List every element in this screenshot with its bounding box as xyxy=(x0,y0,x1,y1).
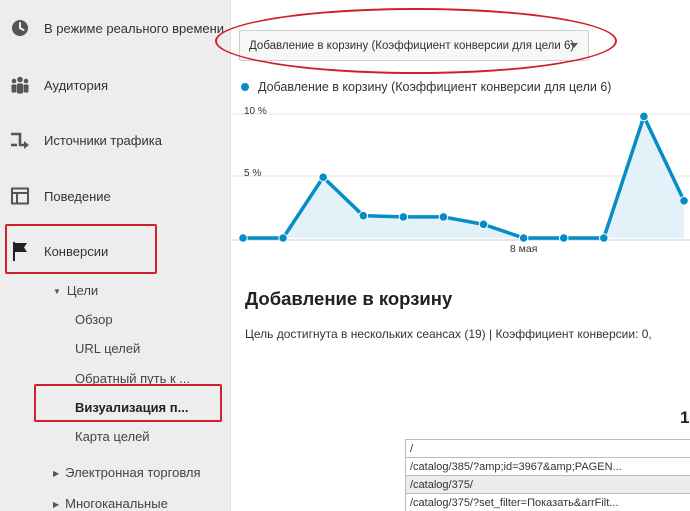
goal-summary: Цель достигнута в нескольких сеансах (19… xyxy=(245,327,652,341)
url-table: / /catalog/385/?amp;id=3967&amp;PAGEN...… xyxy=(405,439,690,511)
nav-group-multichannel[interactable]: ▶ Многоканальные xyxy=(53,496,168,511)
people-icon xyxy=(9,74,31,96)
url-row[interactable]: /catalog/375/?set_filter=Показать&arrFil… xyxy=(406,494,690,511)
nav-subitem-goal-flow[interactable]: Карта целей xyxy=(75,429,150,444)
data-point[interactable] xyxy=(398,212,409,222)
y-tick-label: 10 % xyxy=(244,106,267,117)
x-tick-label: 8 мая xyxy=(510,243,538,255)
data-point[interactable] xyxy=(558,233,569,243)
arrows-icon xyxy=(9,129,31,151)
nav-item-audience[interactable]: Аудитория xyxy=(0,63,231,107)
nav-subitem-funnel-visualization[interactable]: Визуализация п... xyxy=(75,400,189,415)
data-point[interactable] xyxy=(518,233,529,243)
layout-icon xyxy=(9,185,31,207)
dropdown-arrow-icon xyxy=(570,43,578,48)
series-line xyxy=(243,114,686,240)
chart-legend: Добавление в корзину (Коэффициент конвер… xyxy=(241,80,611,94)
nav-label-realtime: В режиме реального времени xyxy=(44,20,225,36)
caret-right-icon: ▶ xyxy=(53,500,60,509)
caret-down-icon: ▼ xyxy=(53,287,61,296)
url-row[interactable]: / xyxy=(406,440,690,458)
sidebar: В режиме реального времени Аудитория Ист… xyxy=(0,0,231,511)
nav-item-behavior[interactable]: Поведение xyxy=(0,174,231,218)
funnel-step-number: 1 xyxy=(680,408,690,427)
nav-group-ecommerce[interactable]: ▶ Электронная торговля xyxy=(53,465,201,480)
data-point[interactable] xyxy=(238,233,248,243)
nav-item-conversions[interactable]: Конверсии xyxy=(0,229,231,273)
nav-item-traffic-sources[interactable]: Источники трафика xyxy=(0,118,231,162)
data-point[interactable] xyxy=(478,219,489,230)
nav-label-behavior: Поведение xyxy=(44,188,111,204)
clock-icon xyxy=(9,17,31,39)
legend-label: Добавление в корзину (Коэффициент конвер… xyxy=(258,80,612,94)
metric-dropdown-value: Добавление в корзину (Коэффициент конвер… xyxy=(249,39,575,52)
url-row[interactable]: /catalog/385/?amp;id=3967&amp;PAGEN... xyxy=(406,458,690,476)
legend-dot-icon xyxy=(241,83,249,91)
main-content: Добавление в корзину (Коэффициент конвер… xyxy=(215,0,690,511)
line-chart: 10 % 5 % 8 мая xyxy=(231,106,690,255)
nav-item-realtime[interactable]: В режиме реального времени xyxy=(0,6,231,50)
flag-icon xyxy=(9,240,31,262)
data-point[interactable] xyxy=(599,233,609,243)
nav-label-conversions: Конверсии xyxy=(44,243,109,259)
nav-subitem-goal-urls[interactable]: URL целей xyxy=(75,341,141,356)
data-point[interactable] xyxy=(318,172,328,183)
nav-group-goals[interactable]: ▼ Цели xyxy=(53,283,98,298)
nav-subitem-reverse-path[interactable]: Обратный путь к ... xyxy=(75,371,191,386)
url-row[interactable]: /catalog/375/ xyxy=(406,476,690,494)
y-tick-label: 5 % xyxy=(244,168,261,179)
data-point[interactable] xyxy=(639,111,649,122)
data-point[interactable] xyxy=(278,233,288,243)
data-point[interactable] xyxy=(679,196,689,206)
nav-label-traffic-sources: Источники трафика xyxy=(44,132,162,148)
nav-subitem-overview[interactable]: Обзор xyxy=(75,312,113,327)
section-title: Добавление в корзину xyxy=(245,288,453,309)
nav-group-multichannel-label: Многоканальные xyxy=(65,496,168,511)
data-point[interactable] xyxy=(358,210,369,221)
nav-group-ecommerce-label: Электронная торговля xyxy=(65,465,201,480)
data-point[interactable] xyxy=(438,212,449,222)
nav-label-audience: Аудитория xyxy=(44,77,109,93)
caret-right-icon: ▶ xyxy=(53,469,60,478)
metric-dropdown[interactable]: Добавление в корзину (Коэффициент конвер… xyxy=(239,30,589,61)
nav-group-goals-label: Цели xyxy=(66,283,99,298)
